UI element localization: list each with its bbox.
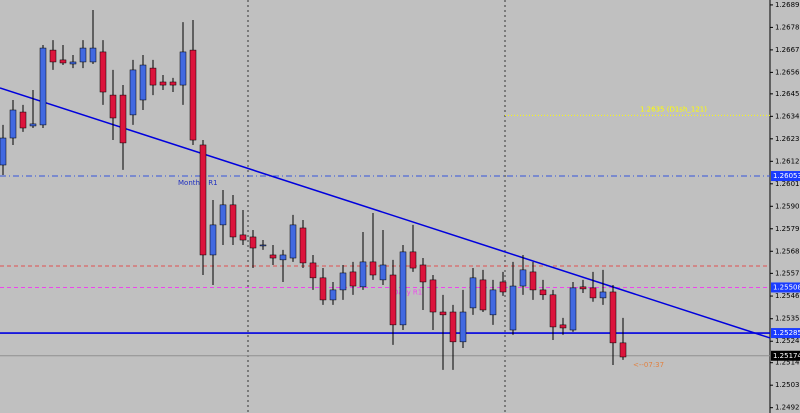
candle-body (419, 264, 427, 283)
y-tick-label: 1.26345 (775, 112, 800, 120)
candle-body (179, 51, 187, 86)
y-tick-label: 1.26560 (775, 68, 800, 76)
candle-body (449, 311, 457, 343)
candle-body (9, 109, 17, 139)
price-box (771, 282, 800, 293)
candle-body (339, 272, 347, 291)
candle-body (569, 287, 577, 331)
candle-body (199, 144, 207, 256)
candle-body (479, 279, 487, 311)
candle-body (29, 123, 37, 127)
candle-body (219, 204, 227, 226)
candle-body (609, 291, 617, 344)
candle-body (349, 271, 357, 287)
candle-body (429, 279, 437, 313)
candle-body (289, 224, 297, 259)
candle-body (319, 277, 327, 301)
price-box (771, 328, 800, 339)
candle-body (269, 254, 277, 259)
y-tick-label: 1.25140 (775, 359, 800, 367)
candle-body (539, 289, 547, 296)
price-box-label: 1.26053 (773, 172, 800, 180)
candle-body (489, 289, 497, 316)
candle-body (239, 234, 247, 241)
y-tick-label: 1.25355 (775, 315, 800, 323)
candle-body (509, 285, 517, 331)
level-label: Daily R1 (393, 288, 422, 296)
y-tick-label: 1.26015 (775, 180, 800, 188)
y-tick-label: 1.25795 (775, 225, 800, 233)
candle-body (369, 261, 377, 276)
candle-body (359, 261, 367, 288)
y-tick-label: 1.26235 (775, 135, 800, 143)
y-tick-label: 1.26670 (775, 46, 800, 54)
candle-body (89, 47, 97, 63)
candle-body (549, 294, 557, 328)
candle-body (229, 204, 237, 238)
candle-body (49, 49, 57, 63)
candle-body (379, 264, 387, 281)
candle-body (139, 64, 147, 101)
y-tick-label: 1.26780 (775, 23, 800, 31)
candle-body (589, 287, 597, 299)
candle-body (79, 47, 87, 63)
candle-body (109, 94, 117, 119)
price-box-label: 1.25174 (773, 352, 800, 360)
candle-body (129, 69, 137, 116)
candle-body (39, 47, 47, 126)
y-tick-label: 1.26455 (775, 90, 800, 98)
price-box (771, 350, 800, 361)
candle-body (69, 61, 77, 65)
y-tick-label: 1.26890 (775, 1, 800, 9)
candle-body (499, 281, 507, 293)
candle-body (149, 67, 157, 86)
candle-body (579, 286, 587, 290)
candle-body (209, 224, 217, 256)
candle-body (389, 274, 397, 326)
candle-body (559, 324, 567, 329)
price-box (771, 171, 800, 182)
candle-body (19, 111, 27, 129)
candle-body (0, 137, 7, 166)
candle-body (619, 342, 627, 358)
y-tick-label: 1.25905 (775, 202, 800, 210)
price-box-label: 1.25285 (773, 329, 800, 337)
candle-body (59, 59, 67, 64)
candle-body (519, 269, 527, 287)
level-label: Monthly R1 (178, 179, 218, 187)
y-tick-label: 1.24920 (775, 404, 800, 412)
candle-body (329, 289, 337, 301)
candle-body (159, 81, 167, 86)
candle-body (399, 251, 407, 326)
y-tick-label: 1.25685 (775, 247, 800, 255)
y-tick-label: 1.25577 (775, 269, 800, 277)
candle-body (409, 251, 417, 269)
trendline (0, 87, 771, 339)
candle-body (249, 236, 257, 249)
candle-body (99, 51, 107, 93)
y-tick-label: 1.25030 (775, 381, 800, 389)
countdown: <--07:37 (633, 361, 664, 369)
candle-body (119, 94, 127, 144)
candle-body (599, 291, 607, 299)
level-label: 1.2635 (D1sh_121) (640, 105, 707, 113)
candle-body (169, 81, 177, 86)
candle-body (469, 277, 477, 309)
y-tick-label: 1.25245 (775, 337, 800, 345)
candle-body (259, 244, 267, 247)
candle-body (309, 262, 317, 279)
candle-body (459, 311, 467, 343)
candle-body (299, 227, 307, 264)
candle-body (279, 254, 287, 261)
candle-body (439, 311, 447, 316)
y-tick-label: 1.25466 (775, 292, 800, 300)
price-box-label: 1.25508 (773, 283, 800, 291)
candle-body (189, 49, 197, 141)
candle-body (529, 271, 537, 291)
y-tick-label: 1.26125 (775, 157, 800, 165)
